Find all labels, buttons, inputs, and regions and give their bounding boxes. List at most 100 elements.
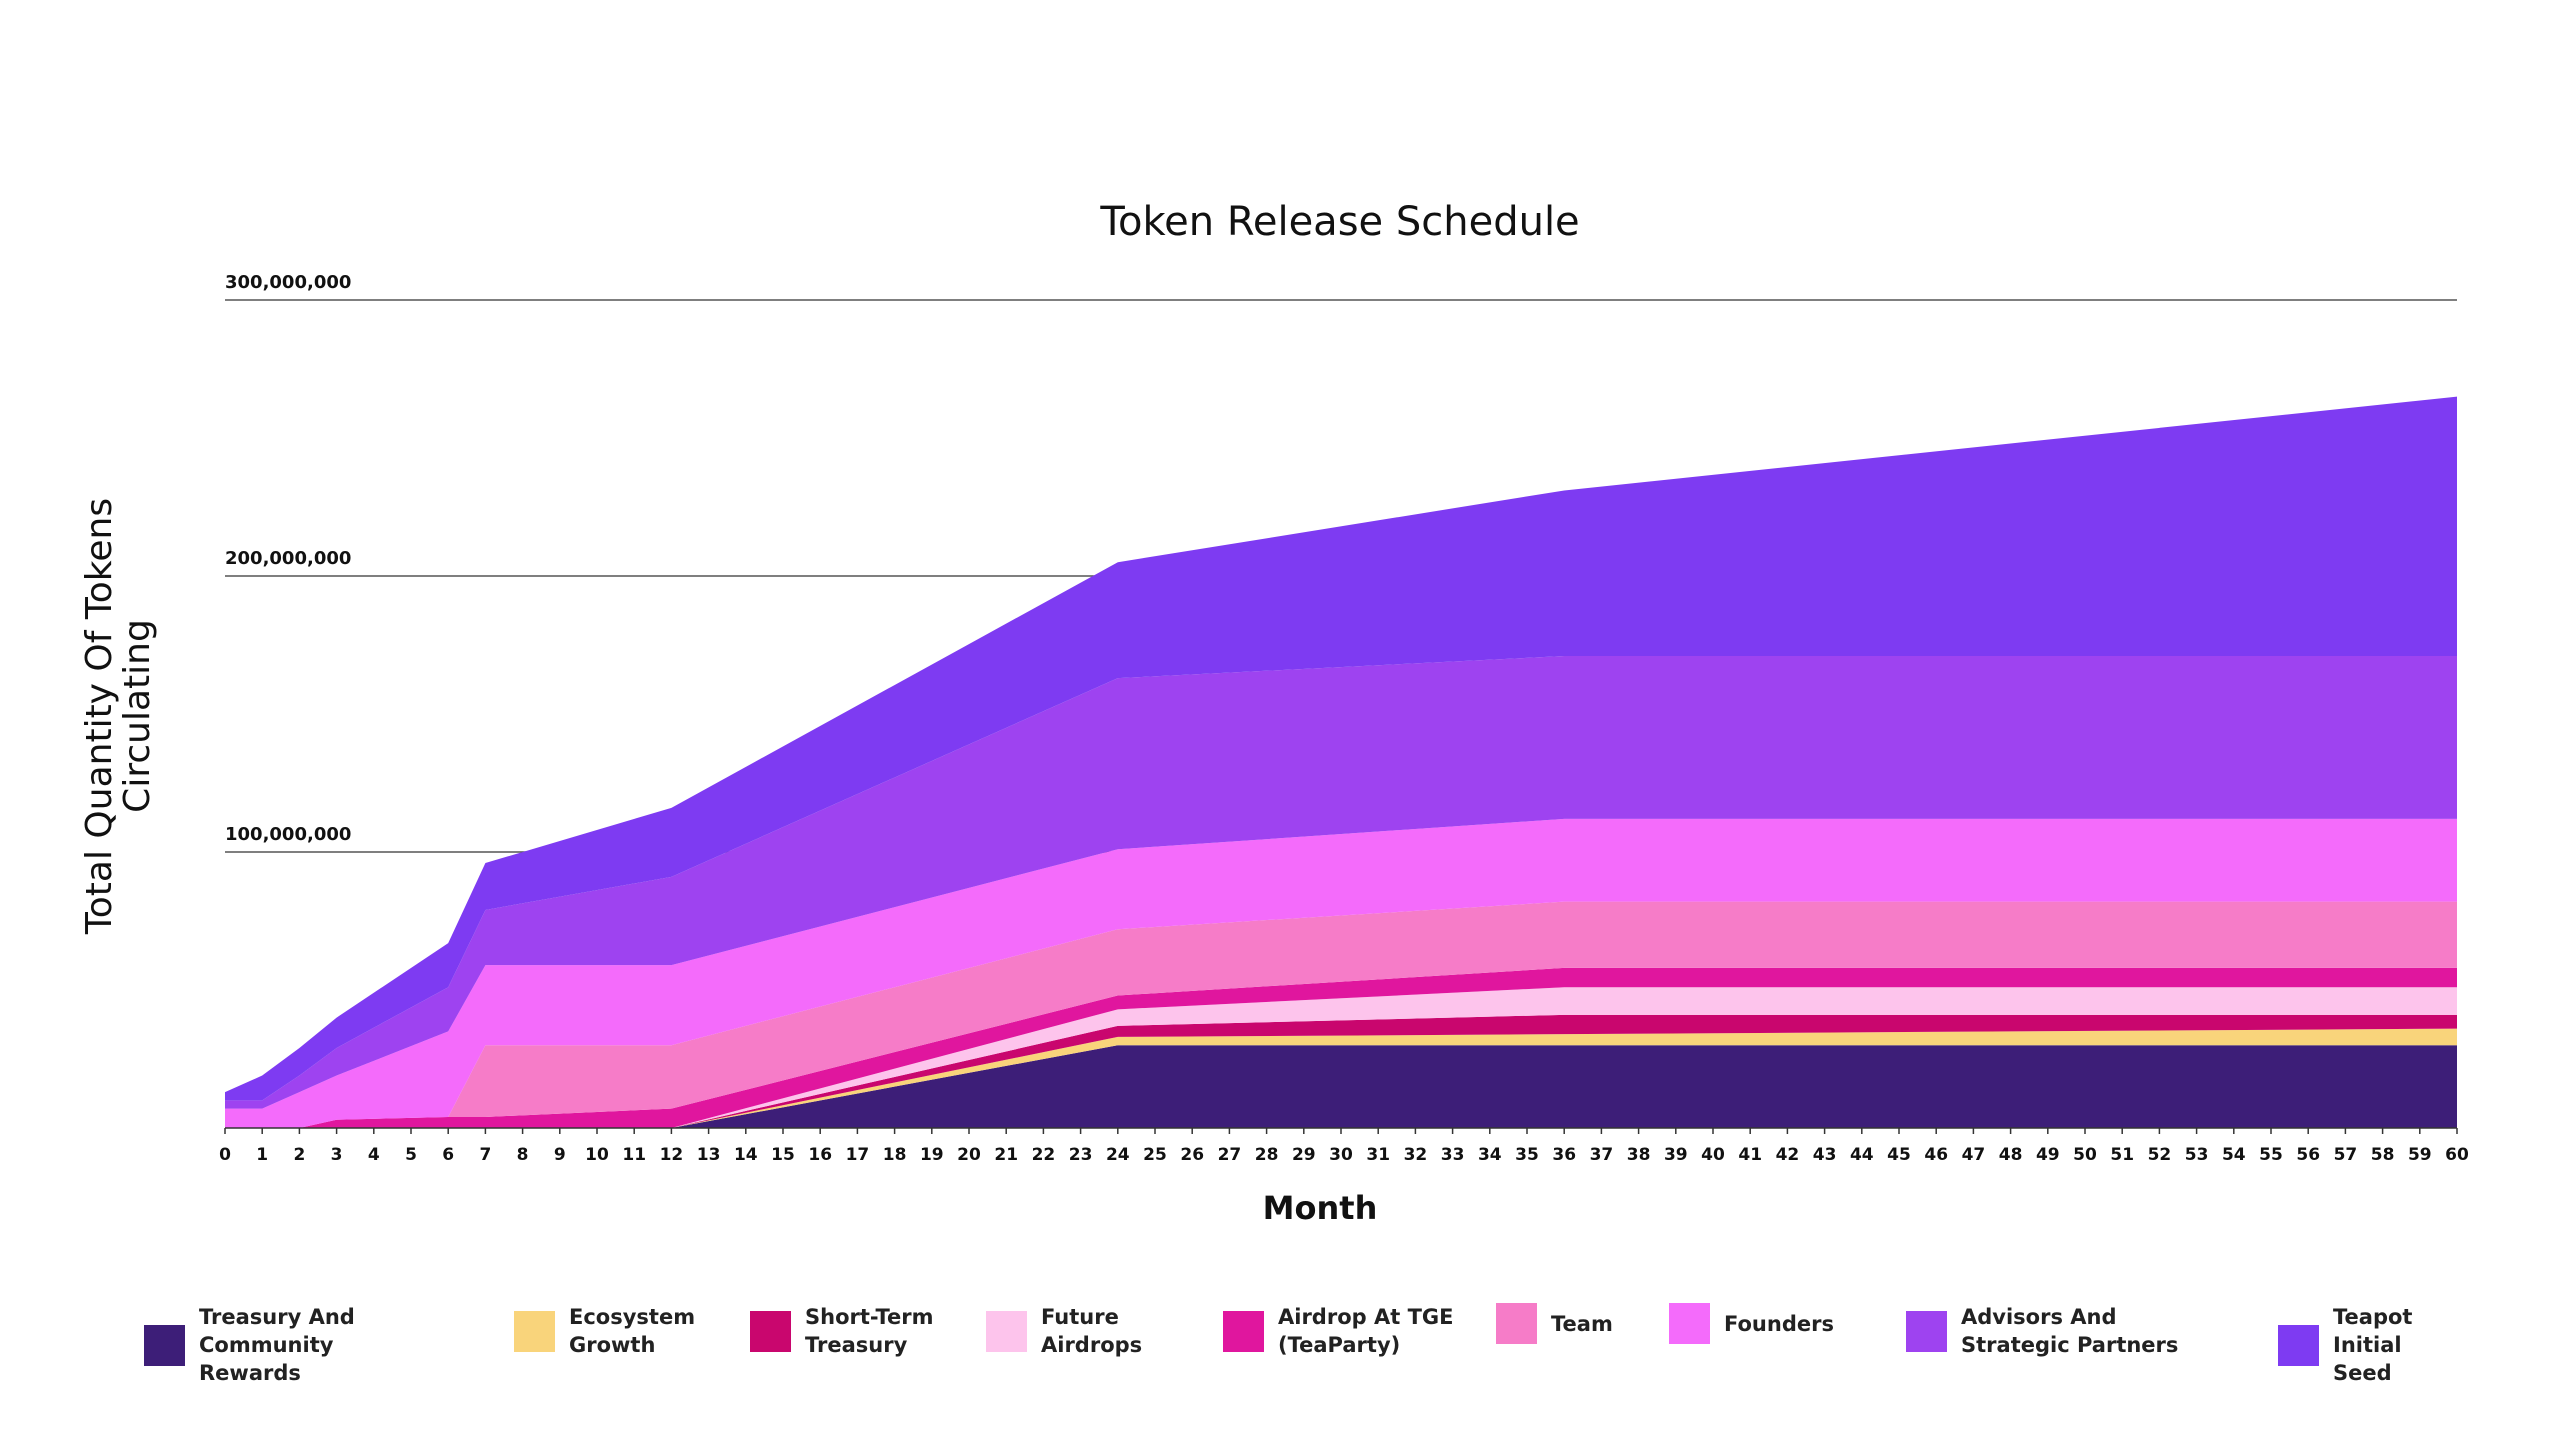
- x-tick-label: 14: [734, 1145, 758, 1165]
- y-axis-label: Total Quantity Of Tokens Circulating: [79, 497, 158, 935]
- chart-title: Token Release Schedule: [1099, 199, 1579, 245]
- x-tick-label: 1: [256, 1145, 268, 1165]
- area: [225, 1014, 2457, 1128]
- x-tick-label: 36: [1552, 1145, 1576, 1165]
- x-tick-label: 60: [2445, 1145, 2469, 1165]
- x-tick-label: 5: [405, 1145, 417, 1165]
- legend-item: Advisors And Strategic Partners: [1906, 1303, 2191, 1359]
- x-tick-label: 17: [846, 1145, 870, 1165]
- legend-swatch: [144, 1324, 185, 1366]
- x-tick-label: 49: [2036, 1145, 2060, 1165]
- x-tick-label: 58: [2371, 1145, 2395, 1165]
- x-tick-label: 27: [1218, 1145, 1242, 1165]
- legend-label: Treasury And Community Rewards: [199, 1305, 355, 1385]
- x-tick-label: 28: [1255, 1145, 1279, 1165]
- x-tick-label: 6: [442, 1145, 454, 1165]
- x-tick-label: 34: [1478, 1145, 1502, 1165]
- x-tick-label: 0: [219, 1145, 231, 1165]
- x-tick-label: 51: [2110, 1145, 2134, 1165]
- x-tick-label: 37: [1590, 1145, 1614, 1165]
- legend-label: Founders: [1724, 1311, 1834, 1336]
- x-tick-label: 22: [1032, 1145, 1056, 1165]
- x-tick-label: 56: [2296, 1145, 2320, 1165]
- x-tick-label: 15: [771, 1145, 795, 1165]
- area: [225, 901, 2457, 1128]
- x-tick-label: 29: [1292, 1145, 1316, 1165]
- x-tick-label: 53: [2185, 1145, 2209, 1165]
- legend-swatch: [1906, 1310, 1947, 1352]
- legend-label: Future Airdrops: [1041, 1305, 1143, 1357]
- x-tick-label: 52: [2148, 1145, 2172, 1165]
- legend-swatch: [1223, 1310, 1264, 1352]
- x-tick-label: 11: [622, 1145, 646, 1165]
- legend-item: Founders: [1669, 1303, 1844, 1344]
- x-tick-label: 46: [1924, 1145, 1948, 1165]
- x-tick-label: 8: [517, 1145, 529, 1165]
- x-tick-label: 7: [479, 1145, 491, 1165]
- x-tick-label: 47: [1962, 1145, 1986, 1165]
- legend-item: Treasury And Community Rewards: [144, 1303, 429, 1387]
- x-tick-label: 44: [1850, 1145, 1874, 1165]
- legend-item: Airdrop At TGE (TeaParty): [1223, 1303, 1498, 1359]
- x-tick-label: 43: [1813, 1145, 1837, 1165]
- legend-item: Ecosystem Growth: [514, 1303, 699, 1359]
- x-tick-label: 16: [808, 1145, 832, 1165]
- x-axis-label: Month: [1263, 1189, 1378, 1227]
- y-tick-label: 300,000,000: [225, 272, 351, 293]
- legend-swatch: [1669, 1303, 1710, 1344]
- legend-label: Ecosystem Growth: [569, 1305, 696, 1357]
- legend-swatch: [514, 1310, 555, 1352]
- x-tick-label: 20: [957, 1145, 981, 1165]
- x-tick-label: 59: [2408, 1145, 2432, 1165]
- area: [225, 818, 2457, 1128]
- legend-item: Future Airdrops: [986, 1303, 1151, 1359]
- x-tick-label: 23: [1069, 1145, 1093, 1165]
- x-tick-label: 31: [1366, 1145, 1390, 1165]
- x-tick-label: 41: [1738, 1145, 1762, 1165]
- x-tick-label: 42: [1776, 1145, 1800, 1165]
- x-tick-label: 35: [1515, 1145, 1539, 1165]
- area: [225, 1028, 2457, 1128]
- x-tick-label: 50: [2073, 1145, 2097, 1165]
- legend-label: Short-Term Treasury: [805, 1305, 934, 1357]
- x-tick-label: 24: [1106, 1145, 1130, 1165]
- x-tick-label: 33: [1441, 1145, 1465, 1165]
- area: [225, 1045, 2457, 1128]
- area: [225, 396, 2457, 1101]
- y-tick-label: 100,000,000: [225, 824, 351, 845]
- x-tick-label: 54: [2222, 1145, 2246, 1165]
- x-tick-label: 45: [1887, 1145, 1911, 1165]
- legend-item: Teapot Initial Seed: [2278, 1303, 2463, 1387]
- legend-label: Teapot Initial Seed: [2333, 1305, 2413, 1385]
- x-tick-label: 40: [1701, 1145, 1725, 1165]
- x-tick-label: 3: [331, 1145, 343, 1165]
- legend-label: Advisors And Strategic Partners: [1961, 1305, 2179, 1357]
- x-tick-label: 10: [585, 1145, 609, 1165]
- legend-item: Team: [1496, 1303, 1641, 1344]
- x-tick-label: 38: [1627, 1145, 1651, 1165]
- x-tick-label: 57: [2334, 1145, 2358, 1165]
- legend-item: Short-Term Treasury: [750, 1303, 935, 1359]
- legend-swatch: [2278, 1324, 2319, 1366]
- x-tick-label: 39: [1664, 1145, 1688, 1165]
- area: [225, 967, 2457, 1128]
- x-tick-label: 30: [1329, 1145, 1353, 1165]
- area: [225, 656, 2457, 1109]
- x-tick-label: 12: [660, 1145, 684, 1165]
- area: [225, 987, 2457, 1128]
- y-tick-label: 200,000,000: [225, 548, 351, 569]
- x-tick-label: 2: [293, 1145, 305, 1165]
- x-tick-label: 21: [994, 1145, 1018, 1165]
- legend-swatch: [750, 1310, 791, 1352]
- x-tick-label: 48: [1999, 1145, 2023, 1165]
- legend-swatch: [986, 1310, 1027, 1352]
- x-tick-label: 32: [1404, 1145, 1428, 1165]
- legend-swatch: [1496, 1303, 1537, 1344]
- x-tick-label: 26: [1180, 1145, 1204, 1165]
- legend-label: Team: [1551, 1311, 1613, 1336]
- x-tick-label: 4: [368, 1145, 380, 1165]
- x-tick-label: 19: [920, 1145, 944, 1165]
- x-tick-label: 25: [1143, 1145, 1167, 1165]
